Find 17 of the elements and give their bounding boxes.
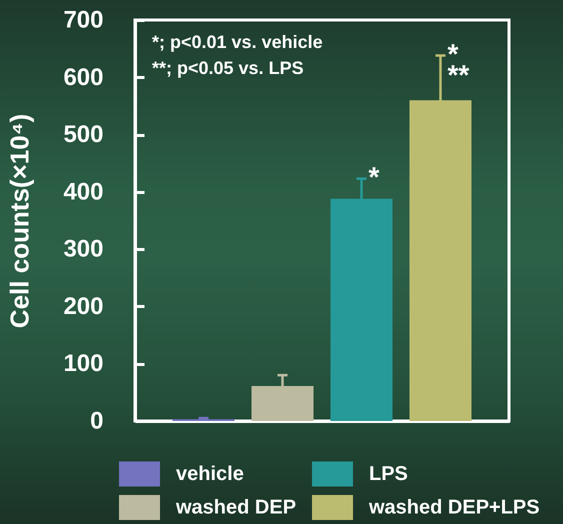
legend-label: washed DEP: [175, 496, 296, 518]
annotation: **; p<0.05 vs. LPS: [152, 58, 304, 78]
data-label: * **: [447, 38, 470, 91]
y-axis-title: Cell counts(×10⁴): [4, 114, 34, 328]
legend-label: washed DEP+LPS: [368, 496, 540, 518]
y-tick-label: 700: [63, 6, 104, 34]
y-tick-label: 500: [63, 121, 104, 148]
y-tick-label: 200: [63, 292, 104, 320]
y-tick-label: 600: [63, 64, 104, 91]
legend-label: LPS: [369, 462, 408, 485]
y-tick-label: 300: [63, 236, 104, 263]
data-label: *: [368, 162, 380, 193]
legend-label: vehicle: [176, 462, 244, 485]
annotation: *; p<0.01 vs. vehicle: [152, 32, 323, 52]
y-tick-label: 400: [63, 178, 104, 206]
y-tick-label: 100: [63, 350, 104, 378]
y-tick-label: 0: [90, 408, 104, 434]
